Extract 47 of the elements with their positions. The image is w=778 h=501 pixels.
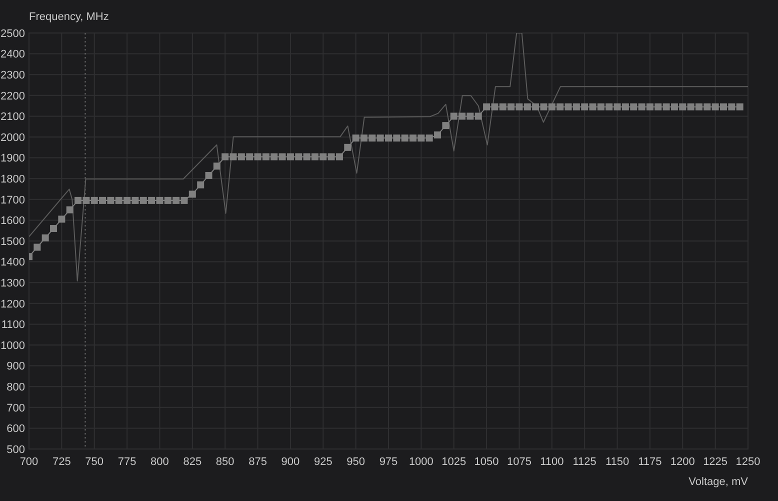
- x-tick-label: 925: [314, 456, 332, 468]
- y-tick-label: 1600: [0, 215, 25, 228]
- x-tick-label: 1250: [736, 456, 760, 468]
- line-series: [29, 33, 748, 282]
- x-tick-label: 1100: [540, 456, 564, 468]
- x-tick-label: 950: [346, 456, 365, 468]
- y-tick-label: 1400: [0, 256, 25, 269]
- y-tick-label: 1800: [0, 173, 25, 186]
- x-tick-label: 900: [281, 456, 300, 468]
- x-tick-label: 1075: [506, 456, 532, 468]
- x-tick-label: 1200: [670, 456, 695, 468]
- x-tick-label: 1125: [572, 456, 596, 468]
- y-tick-label: 900: [6, 360, 25, 373]
- y-tick-label: 1700: [0, 194, 25, 206]
- x-tick-label: 775: [118, 456, 136, 468]
- x-tick-label: 1150: [605, 456, 630, 468]
- y-tick-label: 2000: [0, 132, 25, 144]
- x-tick-label: 850: [216, 456, 234, 468]
- x-tick-label: 875: [248, 456, 267, 468]
- y-tick-label: 1500: [0, 236, 25, 248]
- x-tick-label: 800: [150, 456, 169, 468]
- x-tick-label: 1225: [703, 456, 728, 468]
- y-tick-label: 800: [6, 381, 25, 394]
- x-tick-label: 825: [183, 456, 202, 468]
- chart-title: Frequency, MHz: [29, 11, 109, 23]
- x-axis-title: Voltage, mV: [688, 476, 749, 488]
- x-tick-label: 1025: [442, 456, 466, 468]
- x-tick-label: 1175: [638, 456, 662, 468]
- x-tick-label: 1000: [408, 456, 434, 468]
- y-tick-label: 2100: [0, 111, 25, 124]
- x-tick-label: 975: [379, 456, 398, 468]
- x-tick-label: 750: [85, 456, 104, 468]
- x-tick-label: 700: [20, 456, 38, 468]
- y-tick-label: 2500: [0, 28, 25, 40]
- y-tick-label: 1300: [0, 277, 25, 290]
- y-tick-label: 2200: [0, 90, 25, 102]
- x-tick-label: 1050: [474, 456, 499, 468]
- y-tick-label: 1900: [0, 152, 25, 165]
- y-tick-label: 500: [6, 444, 25, 456]
- y-tick-label: 2300: [0, 69, 25, 82]
- y-tick-label: 600: [6, 423, 25, 436]
- y-tick-label: 2400: [0, 48, 25, 61]
- y-tick-label: 1100: [1, 319, 25, 332]
- y-tick-label: 1000: [0, 340, 25, 352]
- y-tick-label: 1200: [0, 298, 25, 310]
- y-tick-label: 700: [6, 402, 25, 414]
- x-tick-label: 725: [52, 456, 71, 468]
